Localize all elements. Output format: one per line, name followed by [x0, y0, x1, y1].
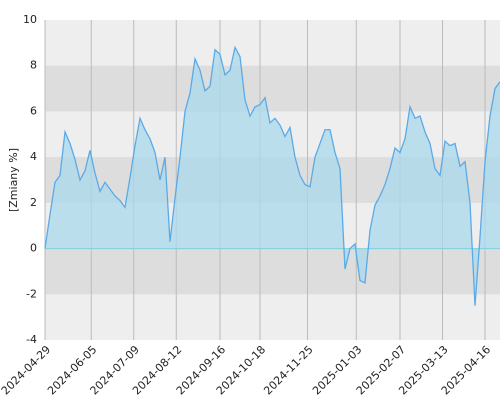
area [45, 47, 500, 306]
y-tick-label: 8 [30, 59, 37, 72]
y-axis-label: [Zmiany %] [7, 148, 20, 212]
y-tick-label: 4 [30, 150, 37, 163]
y-tick-label: 2 [30, 196, 37, 209]
y-tick-label: 6 [30, 104, 37, 117]
y-tick-label: 10 [23, 13, 37, 26]
line [44, 45, 500, 306]
x-tick-label: 2024-11-25 [261, 343, 315, 397]
plot-band [45, 248, 500, 295]
y-tick-label: -4 [26, 333, 37, 346]
y-tick-label: -2 [26, 287, 37, 300]
plot-band [45, 65, 500, 112]
y-tick-label: 0 [30, 242, 37, 255]
